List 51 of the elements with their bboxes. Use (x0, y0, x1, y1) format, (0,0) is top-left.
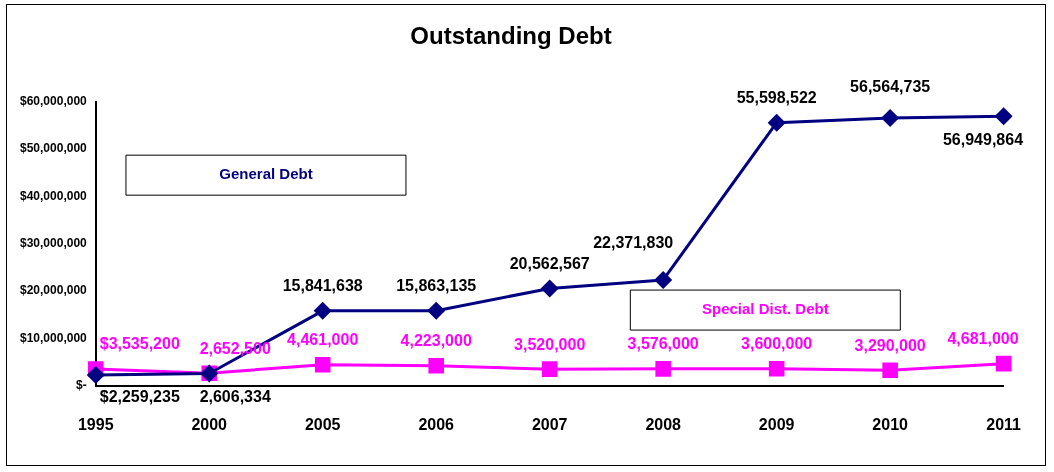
point (540, 279, 559, 298)
x-tick-label: 2005 (304, 415, 341, 433)
data-label: $3,535,200 (99, 335, 180, 353)
data-label: 56,949,864 (942, 130, 1024, 148)
chart-title: Outstanding Debt (410, 22, 612, 50)
data-label: 4,681,000 (947, 330, 1019, 348)
data-label: 3,576,000 (627, 335, 699, 353)
x-tick-label: 1995 (77, 415, 114, 433)
y-tick-label: $- (76, 378, 87, 393)
y-tick-label: $50,000,000 (20, 141, 88, 156)
data-label: 22,371,830 (593, 234, 674, 252)
data-label: 15,863,135 (396, 277, 477, 295)
point (882, 362, 898, 379)
data-label: 4,223,000 (400, 332, 472, 350)
y-tick-label: $10,000,000 (20, 330, 88, 345)
x-tick-label: 2009 (758, 415, 795, 433)
data-label: 15,841,638 (282, 277, 363, 295)
text: General Debt (219, 165, 313, 183)
point (654, 270, 673, 289)
x-tick-label: 2006 (418, 415, 455, 433)
x-tick-label: 2010 (872, 415, 909, 433)
data-label: 3,600,000 (741, 335, 813, 353)
data-label: 20,562,567 (509, 254, 590, 272)
y-tick-label: $30,000,000 (20, 236, 88, 251)
data-label: 2,606,334 (199, 388, 271, 406)
point (428, 358, 444, 374)
point (541, 361, 558, 377)
data-label: 55,598,522 (736, 89, 817, 107)
point (313, 301, 332, 320)
point (655, 361, 671, 377)
point (995, 355, 1012, 372)
data-label: $2,259,235 (99, 388, 180, 406)
data-label: 3,520,000 (514, 335, 586, 353)
data-label: 3,290,000 (854, 336, 926, 354)
y-tick-label: $20,000,000 (20, 283, 88, 298)
text: Special Dist. Debt (701, 300, 829, 318)
point (768, 360, 785, 377)
data-label: 56,564,735 (850, 78, 931, 96)
x-tick-label: 2000 (191, 415, 228, 433)
point (427, 301, 446, 320)
y-tick-label: $60,000,000 (20, 94, 88, 109)
point (767, 113, 786, 132)
point (881, 109, 900, 128)
x-tick-label: 2008 (645, 415, 682, 433)
point (994, 107, 1013, 126)
point (314, 356, 331, 373)
x-tick-label: 2007 (531, 415, 568, 433)
data-label: 4,461,000 (287, 331, 359, 349)
y-tick-label: $40,000,000 (20, 188, 88, 203)
x-tick-label: 2011 (986, 415, 1022, 433)
point (86, 366, 105, 385)
